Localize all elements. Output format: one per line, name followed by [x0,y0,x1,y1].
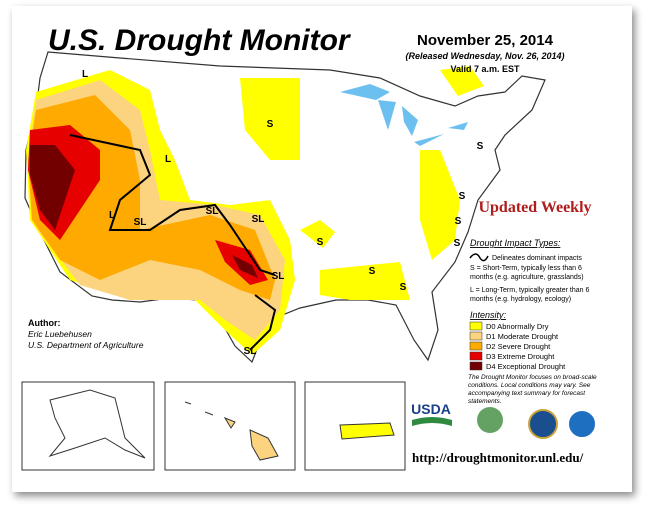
map-label: S [267,119,274,130]
map-label: L [109,210,115,221]
usda-text: USDA [411,401,451,417]
impact-short: S = Short-Term, typically less than 6 mo… [470,265,584,281]
valid: Valid 7 a.m. EST [450,64,520,74]
lakes [340,84,468,146]
ndmc-logo [477,407,503,433]
map-label: S [317,237,324,248]
map-label: S [400,282,407,293]
alaska [48,389,146,459]
legend-label: D1 Moderate Drought [486,332,559,341]
legend-swatch [469,331,483,341]
map-label: SL [252,214,265,225]
doc-logo [528,409,558,439]
impact-line: Delineates dominant impacts [492,255,582,262]
d3-region [28,125,268,285]
usda-swoosh [412,417,452,426]
map-label: S [459,191,466,202]
usda-logo [410,398,452,432]
legend-label: D3 Extreme Drought [486,352,555,361]
legend-swatch [469,341,483,351]
map-label: S [369,266,376,277]
puerto-rico [339,422,395,440]
date: November 25, 2014 [417,32,554,49]
d4-region [30,145,258,278]
note: The Drought Monitor focuses on broad-sca… [468,374,597,405]
map-label: S [454,238,461,249]
legend-label: D2 Severe Drought [486,342,551,351]
impact-title: Drought Impact Types: [470,238,561,248]
url: http://droughtmonitor.unl.edu/ [412,450,584,465]
legend-swatch [469,321,483,331]
impact-line-icon [469,253,489,262]
map-label: L [165,154,171,165]
intensity-title: Intensity: [470,310,507,320]
map-label: SL [244,346,257,357]
released: (Released Wednesday, Nov. 26, 2014) [405,51,564,61]
hawaii [184,401,279,461]
impact-long: L = Long-Term, typically greater than 6 … [470,287,590,303]
map-label: SL [272,271,285,282]
impact-desc: S = Short-Term, typically less than 6 mo… [470,265,590,303]
map-label: S [477,141,484,152]
title: U.S. Drought Monitor [48,24,352,57]
legend-swatch [469,361,483,371]
author-org: U.S. Department of Agriculture [28,340,144,350]
map-label: SL [206,206,219,217]
author-title: Author: [28,318,61,328]
impact-lines [69,134,277,351]
map-label: L [82,69,88,80]
map-label: SL [134,217,147,228]
note-text: The Drought Monitor focuses on broad-sca… [468,374,597,405]
noaa-logo [567,409,597,439]
map-label: S [455,216,462,227]
legend-label: D0 Abnormally Dry [486,322,549,331]
legend-swatch [469,351,483,361]
author-name: Eric Luebehusen [28,329,92,339]
updated-weekly: Updated Weekly [478,199,591,216]
legend-label: D4 Exceptional Drought [486,362,566,371]
